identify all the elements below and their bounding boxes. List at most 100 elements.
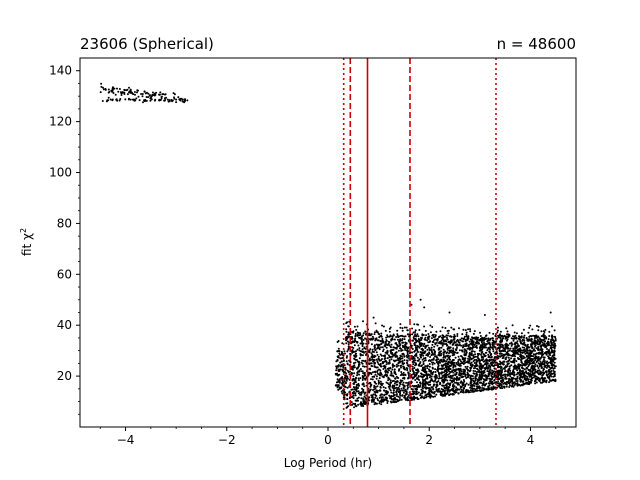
data-point [391,366,394,368]
data-point [414,338,417,341]
data-point [495,376,498,379]
data-point [472,377,475,380]
data-point [145,96,148,98]
data-point [376,366,379,369]
data-point [337,384,340,387]
data-point [355,388,358,391]
data-point [491,342,494,344]
data-point [351,351,354,354]
data-point [423,371,426,374]
data-point [507,362,510,365]
data-point [452,390,455,393]
data-point [447,332,450,335]
data-point [402,352,405,355]
data-point [382,368,385,370]
data-point [134,93,136,96]
data-point [357,390,360,393]
data-point [551,351,554,354]
data-point [508,365,511,368]
data-point [441,376,444,379]
data-point [415,390,418,393]
data-point [406,382,409,384]
data-point [413,335,416,338]
data-point [530,340,533,343]
data-point [353,344,356,347]
data-point [411,333,414,336]
data-point [401,349,404,352]
data-point [455,386,458,389]
data-point [401,394,404,397]
data-point [496,370,499,373]
data-point [463,386,465,389]
data-point [368,391,371,394]
data-point [404,349,407,351]
data-point [120,91,122,94]
data-point [431,363,434,366]
data-point [362,405,365,407]
data-point [433,355,436,358]
data-point [394,398,397,401]
data-point [376,347,379,350]
data-point [352,386,355,389]
data-point [406,387,409,390]
data-point [517,363,520,366]
data-point [428,392,431,395]
data-point [341,342,344,345]
data-point [508,378,511,381]
data-point [339,357,342,360]
data-point [494,370,497,373]
data-point [529,324,532,327]
data-point [518,365,521,368]
data-point [362,338,365,341]
data-point [489,351,491,354]
data-point [430,346,433,349]
data-point [451,385,454,388]
data-point [433,392,436,395]
data-point [379,340,382,343]
data-point [435,330,438,333]
data-point [339,365,342,368]
data-point [147,96,150,99]
data-point [540,351,542,354]
data-point [554,338,557,340]
data-point [107,88,110,91]
data-point [447,361,450,364]
data-point [462,340,464,343]
data-point [540,347,543,350]
data-point [434,371,437,373]
data-point [459,381,462,384]
data-point [511,382,514,385]
data-point [499,337,502,340]
data-point [386,370,389,373]
data-point [374,348,377,351]
data-point [416,333,419,336]
data-point [361,345,364,348]
data-point [453,328,456,331]
data-point [528,382,531,385]
data-point [462,337,465,340]
data-point [488,380,491,383]
data-point [390,391,393,394]
data-point [488,355,491,358]
data-point [356,341,359,344]
data-point [511,335,514,338]
data-point [497,334,499,337]
data-point [491,346,494,349]
data-point [377,381,380,384]
data-point [496,347,499,350]
data-point [519,353,522,356]
data-point [510,380,512,383]
data-point [503,385,506,388]
data-point [470,361,473,364]
data-point [490,353,493,356]
data-point [466,369,469,371]
data-point [421,386,424,388]
data-point [390,343,393,346]
data-point [522,355,525,358]
data-point [383,393,386,396]
data-point [504,345,507,348]
data-point [341,369,344,372]
data-point [419,351,422,353]
data-point [487,353,490,356]
data-point [433,375,436,378]
